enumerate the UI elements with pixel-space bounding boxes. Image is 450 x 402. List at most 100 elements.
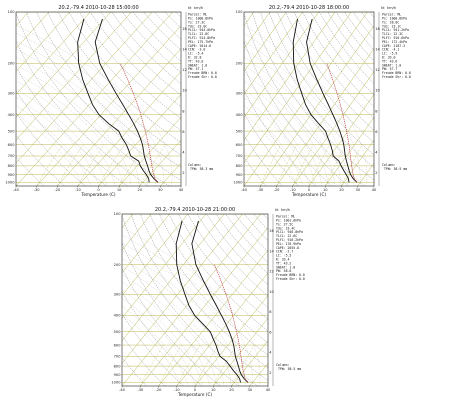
info-line: SWEAT: 1.0 — [382, 63, 401, 67]
dry-adiabat — [244, 112, 299, 186]
info-line: LI: -5.9 — [382, 52, 397, 56]
temperature-line — [94, 18, 159, 183]
skewt-panel-2: 20.2,-79.4 2010-10-28 18:00:00 kt km/h1002… — [233, 5, 411, 197]
moist-adiabat — [122, 250, 239, 386]
temperature-line — [306, 18, 358, 183]
info-line: K: 33.0 — [382, 56, 396, 60]
pressure-tick-label: 1000 — [233, 181, 243, 185]
pressure-tick-label: 900 — [114, 373, 122, 377]
dry-adiabat — [168, 214, 268, 332]
pressure-tick-label: 100 — [8, 10, 16, 14]
dry-adiabat — [186, 12, 450, 186]
dewpoint-line — [175, 220, 242, 383]
info-line: PLCL: 941.2hPa — [382, 28, 409, 32]
info-line: PEL: 176.9hPa — [276, 242, 301, 246]
pressure-tick-label: 200 — [114, 263, 122, 267]
isotherm — [231, 340, 268, 386]
info-line: Parcel: ML — [188, 13, 207, 17]
moist-adiabat — [244, 48, 348, 186]
unit-label-kt: kt — [381, 6, 385, 10]
isotherm — [194, 295, 268, 386]
chart-title: 20.2,-79.4 2010-10-28 18:00:00 — [269, 5, 349, 11]
pressure-tick-label: 700 — [114, 355, 122, 359]
isotherm — [244, 12, 352, 164]
x-tick-label: -30 — [34, 188, 41, 192]
moist-adiabat — [122, 281, 210, 386]
pressure-tick-label: 800 — [8, 164, 16, 168]
dry-adiabat — [244, 134, 283, 186]
info-line: Tds: 23.1C — [382, 24, 401, 28]
pw-label: Column: — [382, 163, 396, 167]
x-tick-label: -40 — [119, 388, 126, 392]
info-line: PW: 57.1 — [188, 67, 203, 71]
x-tick-label: -40 — [241, 188, 248, 192]
isotherm — [244, 12, 271, 50]
info-line: PEL: 172.4hPa — [382, 40, 407, 44]
x-tick-label: 0 — [194, 388, 197, 392]
isotherm — [16, 12, 112, 118]
x-tick-label: -10 — [290, 188, 297, 192]
dry-adiabat — [47, 12, 181, 156]
unit-label-kmh: km/h — [194, 6, 203, 10]
mixing-ratio-line — [57, 144, 84, 186]
x-tick-label: 30 — [158, 188, 163, 192]
height-tick-label: 10 — [182, 89, 187, 93]
mixing-ratio-line — [231, 344, 255, 386]
pressure-tick-label: 800 — [114, 364, 122, 368]
dry-adiabat — [178, 214, 268, 320]
info-line: LI: -5.4 — [188, 52, 203, 56]
moist-adiabat — [244, 80, 323, 186]
isotherm — [16, 12, 29, 27]
pw-value: TPW: 58.3 mm — [190, 167, 213, 171]
moist-adiabat — [122, 314, 182, 386]
x-tick-label: -20 — [54, 188, 61, 192]
info-line: K: 32.8 — [188, 56, 202, 60]
pressure-tick-label: 900 — [8, 173, 16, 177]
isotherm — [118, 116, 181, 186]
x-tick-label: -40 — [13, 188, 20, 192]
mixing-ratio-line — [325, 144, 347, 186]
moist-adiabat — [16, 40, 156, 186]
dry-adiabat — [140, 214, 268, 368]
height-tick-label: 8 — [182, 109, 185, 113]
pressure-tick-label: 100 — [114, 212, 122, 216]
dry-adiabat — [122, 357, 147, 386]
x-tick-label: 0 — [97, 188, 100, 192]
moist-adiabat — [122, 297, 196, 386]
moist-adiabat — [122, 266, 225, 386]
dry-adiabat — [68, 12, 181, 131]
dry-adiabat — [282, 214, 450, 386]
isotherm — [244, 12, 303, 95]
info-line: Freude BRN: 0.0 — [382, 71, 411, 75]
height-tick-label: 14 — [375, 48, 380, 52]
info-line: CIN: -3.0 — [188, 48, 205, 52]
pressure-tick-label: 500 — [114, 330, 122, 334]
info-line: K: 33.4 — [276, 258, 290, 262]
mixing-ratio-line — [260, 144, 282, 186]
info-line: CIN: -4.1 — [382, 48, 399, 52]
dry-adiabat — [122, 214, 258, 386]
isotherm — [16, 12, 50, 49]
parcel-line — [214, 264, 249, 383]
dry-adiabat — [122, 335, 166, 386]
dry-adiabat — [16, 134, 65, 186]
pressure-tick-label: 200 — [236, 61, 244, 65]
info-line: SWEAT: 1.0 — [276, 265, 295, 269]
pressure-tick-label: 400 — [8, 113, 16, 117]
height-tick-label: 14 — [182, 48, 187, 52]
isotherm — [202, 12, 359, 186]
info-line: PLFC: 910.6hPa — [382, 36, 409, 40]
moist-adiabat — [16, 72, 124, 186]
mixing-ratio-line — [213, 344, 237, 386]
info-line: PEL: 175.7hPa — [188, 40, 213, 44]
pressure-tick-label: 400 — [236, 113, 244, 117]
info-line: Ps: 1001.0hPa — [276, 219, 301, 223]
info-line: TLCL: 22.3C — [382, 32, 403, 36]
height-tick-label: 16 — [269, 229, 274, 233]
dry-adiabat — [26, 12, 181, 181]
info-line: Tds: 23.0C — [188, 24, 207, 28]
pressure-tick-label: 600 — [8, 143, 16, 147]
skewt-panel-3: 20.2,-79.4 2010-10-28 21:00:00 kt km/h1002… — [111, 207, 450, 397]
isotherm — [122, 214, 152, 251]
isotherm — [276, 48, 374, 186]
